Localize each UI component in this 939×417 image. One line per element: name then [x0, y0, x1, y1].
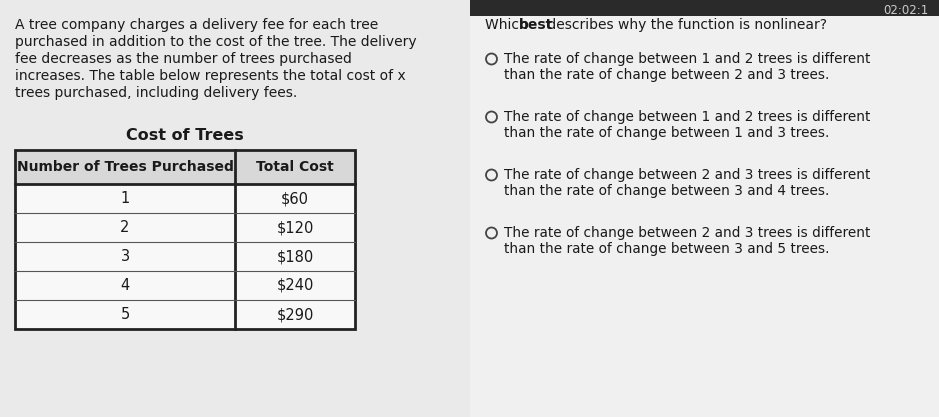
Text: The rate of change between 2 and 3 trees is different: The rate of change between 2 and 3 trees…: [504, 168, 870, 182]
Bar: [0, 0, 470, 417]
Text: Number of Trees Purchased: Number of Trees Purchased: [17, 160, 234, 174]
Text: than the rate of change between 1 and 3 trees.: than the rate of change between 1 and 3 …: [504, 126, 829, 140]
Bar: [15, 150, 355, 329]
Text: The rate of change between 1 and 2 trees is different: The rate of change between 1 and 2 trees…: [504, 52, 870, 66]
Text: 3: 3: [120, 249, 130, 264]
Text: 2: 2: [120, 220, 130, 235]
Text: 02:02:1: 02:02:1: [884, 3, 929, 17]
Bar: [470, 0, 939, 417]
Text: than the rate of change between 3 and 5 trees.: than the rate of change between 3 and 5 …: [504, 242, 829, 256]
Text: describes why the function is nonlinear?: describes why the function is nonlinear?: [544, 18, 827, 32]
Text: 5: 5: [120, 307, 130, 322]
Text: $60: $60: [281, 191, 309, 206]
Text: best: best: [518, 18, 553, 32]
Text: increases. The table below represents the total cost of x: increases. The table below represents th…: [15, 69, 406, 83]
Text: $240: $240: [276, 278, 314, 293]
Text: A tree company charges a delivery fee for each tree: A tree company charges a delivery fee fo…: [15, 18, 378, 32]
Bar: [15, 242, 355, 271]
Bar: [15, 271, 355, 300]
Bar: [15, 150, 355, 184]
Text: Which: Which: [485, 18, 532, 32]
Bar: [15, 184, 355, 213]
Text: $180: $180: [276, 249, 314, 264]
Bar: [15, 213, 355, 242]
Text: purchased in addition to the cost of the tree. The delivery: purchased in addition to the cost of the…: [15, 35, 417, 49]
Bar: [470, 0, 939, 16]
Text: 4: 4: [120, 278, 130, 293]
Text: than the rate of change between 3 and 4 trees.: than the rate of change between 3 and 4 …: [504, 184, 829, 198]
Text: $290: $290: [276, 307, 314, 322]
Text: The rate of change between 2 and 3 trees is different: The rate of change between 2 and 3 trees…: [504, 226, 870, 240]
Text: $120: $120: [276, 220, 314, 235]
Text: The rate of change between 1 and 2 trees is different: The rate of change between 1 and 2 trees…: [504, 110, 870, 124]
Text: fee decreases as the number of trees purchased: fee decreases as the number of trees pur…: [15, 52, 352, 66]
Text: Total Cost: Total Cost: [256, 160, 334, 174]
Bar: [15, 300, 355, 329]
Text: Cost of Trees: Cost of Trees: [126, 128, 244, 143]
Text: than the rate of change between 2 and 3 trees.: than the rate of change between 2 and 3 …: [504, 68, 829, 82]
Text: 1: 1: [120, 191, 130, 206]
Text: trees purchased, including delivery fees.: trees purchased, including delivery fees…: [15, 86, 298, 100]
